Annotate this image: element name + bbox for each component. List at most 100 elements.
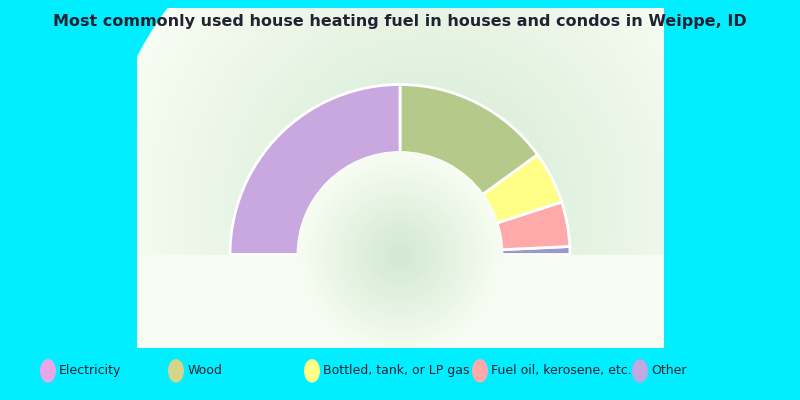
Circle shape — [278, 56, 574, 352]
Circle shape — [207, 0, 643, 400]
Circle shape — [368, 222, 432, 287]
Circle shape — [300, 154, 500, 355]
Text: Wood: Wood — [187, 364, 222, 377]
Circle shape — [266, 45, 584, 362]
Circle shape — [326, 104, 525, 303]
Circle shape — [331, 109, 520, 298]
Circle shape — [134, 0, 716, 400]
Circle shape — [229, 7, 622, 400]
Text: Other: Other — [651, 364, 686, 377]
Circle shape — [240, 18, 611, 389]
Circle shape — [342, 120, 509, 287]
Circle shape — [226, 4, 625, 400]
Circle shape — [361, 139, 490, 268]
Circle shape — [132, 0, 719, 400]
Circle shape — [323, 101, 528, 306]
Circle shape — [280, 58, 571, 349]
Circle shape — [350, 205, 450, 304]
Circle shape — [317, 171, 483, 338]
Circle shape — [398, 176, 453, 230]
Circle shape — [369, 147, 482, 260]
Circle shape — [186, 0, 665, 400]
Circle shape — [312, 166, 488, 343]
Circle shape — [315, 93, 536, 314]
Circle shape — [307, 85, 544, 322]
Circle shape — [347, 202, 453, 307]
Circle shape — [234, 12, 617, 395]
Circle shape — [423, 201, 428, 206]
Circle shape — [303, 158, 497, 351]
Circle shape — [130, 0, 722, 400]
Circle shape — [248, 26, 603, 381]
Circle shape — [313, 90, 538, 316]
Circle shape — [414, 193, 436, 214]
Circle shape — [183, 0, 668, 400]
Circle shape — [298, 152, 502, 356]
Circle shape — [358, 212, 442, 297]
Circle shape — [361, 215, 439, 294]
Circle shape — [286, 64, 566, 344]
Circle shape — [404, 182, 447, 225]
Circle shape — [337, 115, 514, 292]
Circle shape — [318, 96, 533, 311]
Circle shape — [102, 0, 749, 400]
Circle shape — [325, 180, 475, 329]
Circle shape — [254, 31, 598, 376]
Circle shape — [170, 0, 682, 400]
Circle shape — [218, 0, 633, 400]
Circle shape — [146, 0, 706, 400]
Circle shape — [178, 0, 673, 400]
Circle shape — [391, 246, 409, 263]
Circle shape — [154, 0, 698, 400]
Circle shape — [140, 0, 711, 400]
Text: Electricity: Electricity — [59, 364, 122, 377]
Circle shape — [283, 61, 568, 346]
Circle shape — [330, 185, 470, 324]
Circle shape — [296, 74, 554, 333]
Circle shape — [310, 88, 542, 319]
Bar — [137, 254, 663, 350]
Circle shape — [398, 253, 402, 256]
Circle shape — [308, 163, 492, 346]
Circle shape — [118, 0, 732, 400]
Circle shape — [378, 232, 422, 277]
Circle shape — [242, 20, 609, 386]
Circle shape — [205, 0, 646, 400]
Circle shape — [350, 128, 501, 279]
Circle shape — [412, 190, 439, 217]
Circle shape — [382, 160, 469, 246]
Ellipse shape — [40, 359, 56, 383]
Circle shape — [213, 0, 638, 400]
Circle shape — [191, 0, 660, 400]
Ellipse shape — [168, 359, 184, 383]
Circle shape — [105, 0, 746, 400]
Circle shape — [237, 15, 614, 392]
Ellipse shape — [304, 359, 320, 383]
Circle shape — [202, 0, 649, 400]
Circle shape — [318, 173, 482, 336]
Circle shape — [359, 214, 441, 295]
Wedge shape — [497, 202, 570, 250]
Circle shape — [162, 0, 690, 400]
Circle shape — [110, 0, 741, 400]
Circle shape — [310, 164, 490, 344]
Circle shape — [366, 220, 434, 288]
Circle shape — [374, 152, 477, 255]
Circle shape — [420, 198, 431, 209]
Circle shape — [314, 168, 486, 341]
Circle shape — [353, 131, 498, 276]
Circle shape — [270, 47, 582, 360]
Circle shape — [143, 0, 708, 400]
Circle shape — [322, 176, 478, 333]
Circle shape — [138, 0, 714, 400]
Circle shape — [358, 136, 493, 271]
Circle shape — [335, 190, 465, 319]
Circle shape — [126, 0, 724, 400]
Circle shape — [346, 200, 454, 309]
Circle shape — [124, 0, 727, 400]
Circle shape — [327, 182, 473, 328]
Circle shape — [380, 234, 421, 275]
Circle shape — [173, 0, 678, 400]
Circle shape — [224, 2, 627, 400]
Circle shape — [320, 174, 480, 334]
